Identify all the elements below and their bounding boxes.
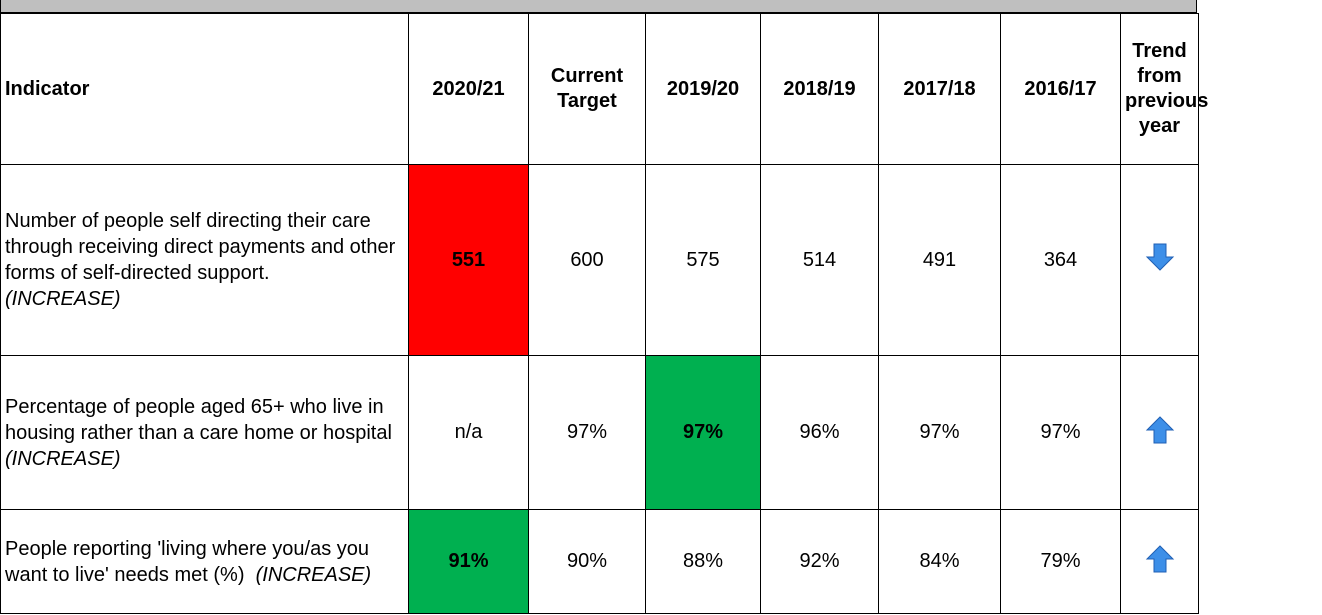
value-cell: 96% [760,355,879,510]
trend-cell [1120,164,1199,356]
trend-arrow [1145,544,1174,572]
arrow-shape [1145,243,1174,271]
value-cell: 97% [878,355,1001,510]
value-cell: 88% [645,509,761,614]
value-cell: 514 [760,164,879,356]
value-cell: 600 [528,164,646,356]
header-row: Indicator 2020/21 Current Target 2019/20 201… [0,13,1208,165]
value-cell: n/a [408,355,529,510]
indicator-table: Indicator 2020/21 Current Target 2019/20 201… [0,13,1208,614]
arrow-shape [1145,415,1174,443]
header-cell: 2019/20 [645,13,761,165]
header-cell: 2018/19 [760,13,879,165]
direction: (INCREASE) [255,563,372,586]
value-cell: 97% [1000,355,1121,510]
value-cell: 84% [878,509,1001,614]
row: Percentage of people aged 65+ who live i… [0,355,1199,510]
header-cell: 2017/18 [878,13,1001,165]
value-cell: 364 [1000,164,1121,356]
indicator-cell: People reporting 'living where you/as yo… [0,509,409,614]
direction: (INCREASE) [5,288,121,310]
trend-arrow [1145,415,1174,443]
trend-cell [1120,355,1199,510]
value-cell: 551 [408,164,529,356]
row: Number of people self directing their ca… [0,164,1199,356]
trend-arrow [1145,243,1174,271]
value-cell: 92% [760,509,879,614]
row: People reporting 'living where you/as yo… [0,509,1199,614]
title-bar [0,0,1197,13]
header-cell: Trend from previous year [1120,13,1208,165]
table-body: Number of people self directing their ca… [0,164,1199,614]
value-cell: 575 [645,164,761,356]
indicator-text: Number of people self directing their ca… [5,210,396,284]
value-cell: 91% [408,509,529,614]
value-cell: 491 [878,164,1001,356]
header-cell: 2016/17 [1000,13,1121,165]
direction: (INCREASE) [5,447,121,470]
header-cell: Current Target [528,13,646,165]
value-cell: 97% [645,355,761,510]
value-cell: 97% [528,355,646,510]
value-cell: 79% [1000,509,1121,614]
indicator-cell: Number of people self directing their ca… [0,164,409,356]
header-cell: 2020/21 [408,13,529,165]
arrow-shape [1145,544,1174,572]
value-cell: 90% [528,509,646,614]
indicator-text: Percentage of people aged 65+ who live i… [5,395,392,444]
trend-cell [1120,509,1199,614]
indicator-cell: Percentage of people aged 65+ who live i… [0,355,409,510]
header-cell: Indicator [0,13,409,165]
indicator-text: People reporting 'living where you/as yo… [5,537,370,586]
